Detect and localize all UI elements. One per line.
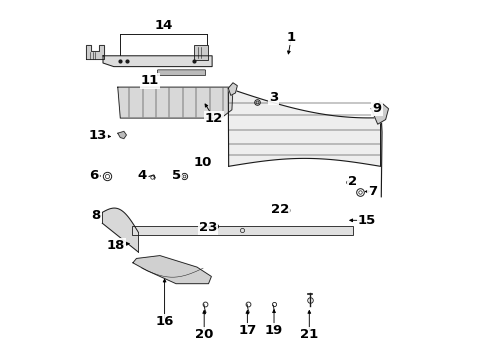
Text: 16: 16 [155,315,173,328]
Polygon shape [102,208,138,252]
Text: 6: 6 [89,169,99,182]
Polygon shape [118,87,232,118]
Text: 10: 10 [194,156,212,169]
Polygon shape [86,45,104,59]
Text: 13: 13 [88,129,106,142]
Text: 5: 5 [171,169,180,182]
Text: 12: 12 [204,112,223,125]
Text: 9: 9 [372,102,381,114]
Text: 1: 1 [286,31,295,44]
Text: 8: 8 [91,209,101,222]
Polygon shape [118,131,126,139]
Text: 3: 3 [268,91,277,104]
Text: 15: 15 [357,214,375,227]
Text: 7: 7 [367,185,376,198]
Polygon shape [103,56,212,67]
Bar [132,226,352,235]
FancyBboxPatch shape [157,70,205,76]
Text: 19: 19 [264,324,283,337]
Text: 20: 20 [195,328,213,341]
Bar [194,45,208,60]
Text: 4: 4 [137,169,146,182]
Polygon shape [228,88,381,197]
Text: 17: 17 [238,324,256,337]
Text: 14: 14 [154,19,172,32]
Text: 18: 18 [106,239,124,252]
Text: 22: 22 [270,203,288,216]
Polygon shape [133,256,211,284]
Polygon shape [228,83,237,95]
Text: 2: 2 [347,175,356,188]
Text: 11: 11 [141,75,159,87]
Polygon shape [370,103,387,124]
Text: 21: 21 [300,328,318,341]
Text: 23: 23 [198,221,217,234]
